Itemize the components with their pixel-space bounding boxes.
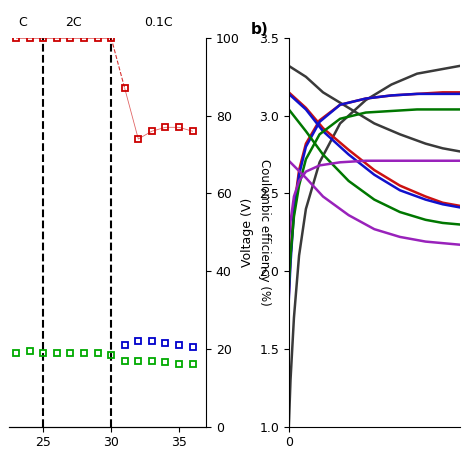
Y-axis label: Voltage (V): Voltage (V) (241, 198, 254, 267)
Text: 2C: 2C (65, 16, 82, 29)
Y-axis label: Coulombic efficiency (%): Coulombic efficiency (%) (258, 159, 271, 306)
Text: 0.1C: 0.1C (144, 16, 173, 29)
Text: C: C (18, 16, 27, 29)
Text: b): b) (251, 22, 269, 37)
